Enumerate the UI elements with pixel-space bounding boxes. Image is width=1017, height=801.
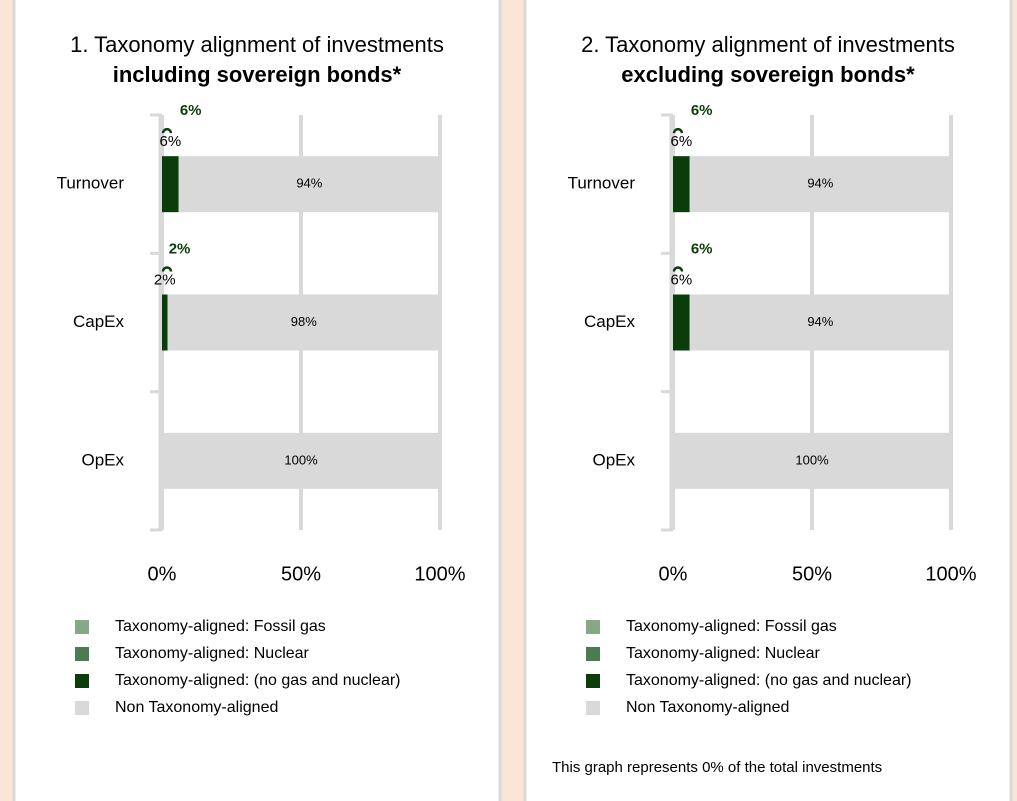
value-label: 6% bbox=[670, 133, 692, 150]
legend-label: Taxonomy-aligned: (no gas and nuclear) bbox=[115, 672, 401, 689]
value-label: 94% bbox=[296, 176, 322, 191]
legend-swatch bbox=[586, 647, 600, 661]
value-label: 6% bbox=[670, 271, 692, 288]
bar-segment bbox=[178, 156, 440, 213]
bar-segment bbox=[673, 294, 690, 351]
panel bbox=[12, 0, 502, 801]
bar-segment bbox=[673, 156, 690, 213]
value-label: 98% bbox=[291, 314, 317, 329]
y-tick-label: OpEx bbox=[592, 450, 635, 469]
y-tick-label: CapEx bbox=[584, 312, 636, 331]
x-tick-label: 0% bbox=[659, 563, 688, 585]
bar-segment bbox=[162, 432, 440, 489]
legend-swatch bbox=[75, 620, 89, 634]
x-tick-label: 50% bbox=[792, 563, 832, 585]
label-leader bbox=[161, 127, 173, 134]
legend-label: Taxonomy-aligned: Fossil gas bbox=[115, 618, 326, 635]
legend-label: Non Taxonomy-aligned bbox=[626, 699, 789, 716]
value-label: 6% bbox=[159, 133, 181, 150]
bar-segment bbox=[689, 294, 951, 351]
legend-swatch bbox=[586, 701, 600, 715]
legend-label: Taxonomy-aligned: Nuclear bbox=[626, 645, 821, 662]
x-tick-label: 0% bbox=[148, 563, 177, 585]
y-tick-label: CapEx bbox=[73, 312, 125, 331]
value-label: 100% bbox=[284, 452, 318, 467]
chart-title: 1. Taxonomy alignment of investments bbox=[70, 32, 444, 57]
total-label: 6% bbox=[691, 240, 713, 257]
x-tick-label: 100% bbox=[414, 563, 465, 585]
bar-segment bbox=[673, 432, 951, 489]
value-label: 100% bbox=[795, 452, 829, 467]
legend-swatch bbox=[75, 647, 89, 661]
total-label: 2% bbox=[169, 240, 191, 257]
total-label: 6% bbox=[180, 102, 202, 119]
legend-swatch bbox=[586, 620, 600, 634]
chart-subtitle: excluding sovereign bonds* bbox=[621, 62, 915, 87]
bar-segment bbox=[167, 294, 440, 351]
note: This graph represents 0% of the total in… bbox=[552, 759, 882, 776]
legend-swatch bbox=[75, 701, 89, 715]
legend-label: Non Taxonomy-aligned bbox=[115, 699, 278, 716]
value-label: 94% bbox=[807, 176, 833, 191]
x-tick-label: 100% bbox=[925, 563, 976, 585]
label-leader bbox=[672, 266, 684, 272]
bar-segment bbox=[162, 156, 179, 213]
bar-segment bbox=[162, 294, 168, 351]
y-tick-label: Turnover bbox=[568, 174, 636, 193]
total-label: 6% bbox=[691, 102, 713, 119]
bar-segment bbox=[689, 156, 951, 213]
chart: 2. Taxonomy alignment of investments excl… bbox=[523, 0, 1013, 801]
label-leader bbox=[672, 127, 684, 134]
y-tick-label: OpEx bbox=[81, 450, 124, 469]
legend-label: Taxonomy-aligned: Fossil gas bbox=[626, 618, 837, 635]
chart-subtitle: including sovereign bonds* bbox=[113, 62, 402, 87]
value-label: 2% bbox=[154, 271, 176, 288]
label-leader bbox=[161, 266, 173, 272]
chart-title: 2. Taxonomy alignment of investments bbox=[581, 32, 955, 57]
y-tick-label: Turnover bbox=[57, 174, 125, 193]
legend-swatch bbox=[586, 674, 600, 688]
chart: 1. Taxonomy alignment of investments incl… bbox=[12, 0, 502, 801]
legend-swatch bbox=[75, 674, 89, 688]
x-tick-label: 50% bbox=[281, 563, 321, 585]
panel bbox=[523, 0, 1013, 801]
legend-label: Taxonomy-aligned: Nuclear bbox=[115, 645, 310, 662]
legend-label: Taxonomy-aligned: (no gas and nuclear) bbox=[626, 672, 912, 689]
value-label: 94% bbox=[807, 314, 833, 329]
